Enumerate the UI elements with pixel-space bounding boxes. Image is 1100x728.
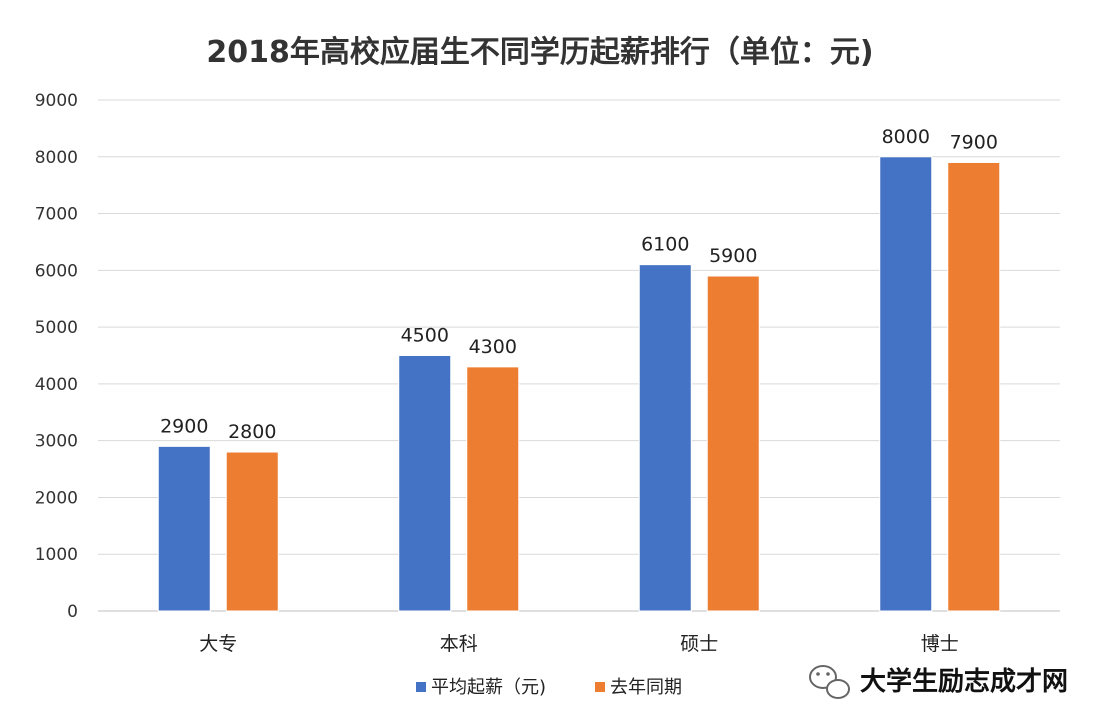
legend-label: 平均起薪（元) [431,677,546,698]
bar-series1 [157,445,211,612]
legend-swatch [416,682,426,692]
x-tick-label: 本科 [440,633,478,655]
x-tick-label: 硕士 [680,633,718,655]
y-tick-label: 7000 [35,205,78,225]
legend-swatch [595,682,605,692]
y-tick-label: 2000 [35,488,78,508]
data-label: 6100 [641,234,689,256]
bar-series1 [638,264,692,612]
data-labels: 2900 2800 4500 4300 6100 5900 8000 7900 [160,126,998,443]
y-tick-label: 1000 [35,545,78,565]
watermark-text: 大学生励志成才网 [860,666,1068,697]
data-label: 2900 [160,415,208,437]
bar-series1 [398,355,452,612]
watermark: 大学生励志成才网 [809,665,1068,699]
x-axis-ticks: 大专 本科 硕士 博士 [199,633,959,655]
legend: 平均起薪（元) 去年同期 [416,677,682,698]
bar-series2 [706,275,760,612]
wechat-icon [809,665,850,699]
bar-series2 [466,366,520,612]
y-tick-label: 8000 [35,148,78,168]
x-tick-label: 大专 [199,633,237,655]
y-tick-label: 9000 [35,91,78,111]
y-tick-label: 3000 [35,432,78,452]
chart-title: 2018年高校应届生不同学历起薪排行（单位：元) [206,35,873,70]
y-tick-label: 6000 [35,261,78,281]
bar-series2 [947,161,1001,612]
y-tick-label: 5000 [35,318,78,338]
y-axis-ticks: 0 1000 2000 3000 4000 5000 6000 7000 8000 9000 [35,91,78,622]
bars [157,156,1001,612]
bar-series1 [879,156,933,612]
x-tick-label: 博士 [921,633,959,655]
data-label: 5900 [709,245,757,267]
data-label: 2800 [228,421,276,443]
data-label: 7900 [950,131,998,153]
y-tick-label: 0 [67,602,78,622]
data-label: 4300 [469,336,517,358]
legend-label: 去年同期 [610,677,682,698]
bar-series2 [225,451,279,612]
data-label: 8000 [882,126,930,148]
y-tick-label: 4000 [35,375,78,395]
data-label: 4500 [401,325,449,347]
